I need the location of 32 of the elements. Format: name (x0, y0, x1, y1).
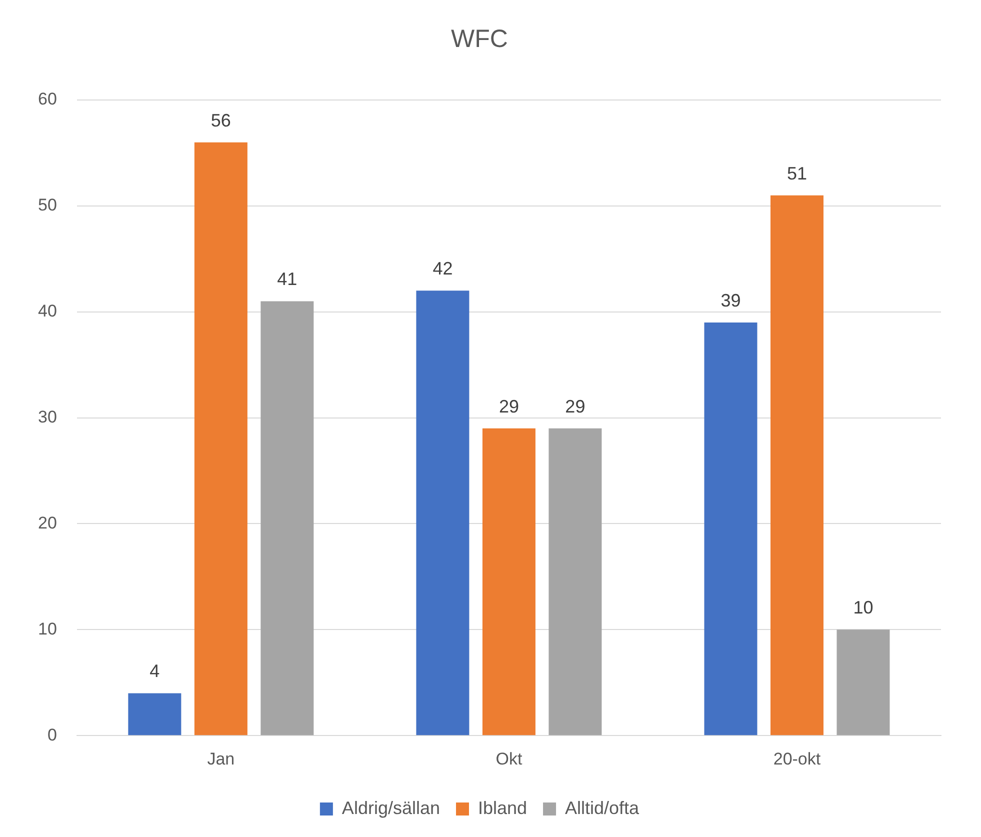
legend-label: Alltid/ofta (565, 798, 640, 818)
data-label: 4 (150, 661, 160, 682)
bar (704, 322, 758, 736)
data-label: 10 (853, 598, 874, 618)
x-tick-label: Jan (207, 749, 235, 768)
data-label: 29 (498, 396, 519, 416)
data-label: 56 (210, 110, 231, 130)
y-tick-label: 0 (47, 725, 57, 744)
chart-title: WFC (451, 24, 508, 53)
y-tick-label: 60 (38, 90, 57, 109)
bar (836, 630, 890, 736)
y-tick-label: 30 (38, 407, 57, 426)
bar (416, 290, 470, 736)
data-label: 41 (277, 269, 298, 290)
data-label: 51 (786, 163, 807, 184)
bar (128, 693, 182, 736)
y-tick-label: 50 (38, 196, 57, 215)
bar (194, 142, 248, 736)
bar (548, 428, 602, 736)
bar (482, 428, 536, 736)
data-label: 29 (565, 396, 586, 416)
bar (770, 195, 824, 736)
x-tick-label: 20-okt (773, 749, 821, 768)
y-tick-label: 20 (38, 513, 57, 532)
y-tick-label: 40 (38, 302, 57, 321)
legend-label: Ibland (478, 798, 528, 818)
legend-label: Aldrig/sällan (342, 798, 440, 818)
y-tick-label: 10 (38, 619, 57, 638)
data-label: 39 (720, 290, 741, 310)
data-label: 42 (432, 258, 453, 279)
x-tick-label: Okt (496, 749, 522, 768)
bar (260, 301, 314, 736)
